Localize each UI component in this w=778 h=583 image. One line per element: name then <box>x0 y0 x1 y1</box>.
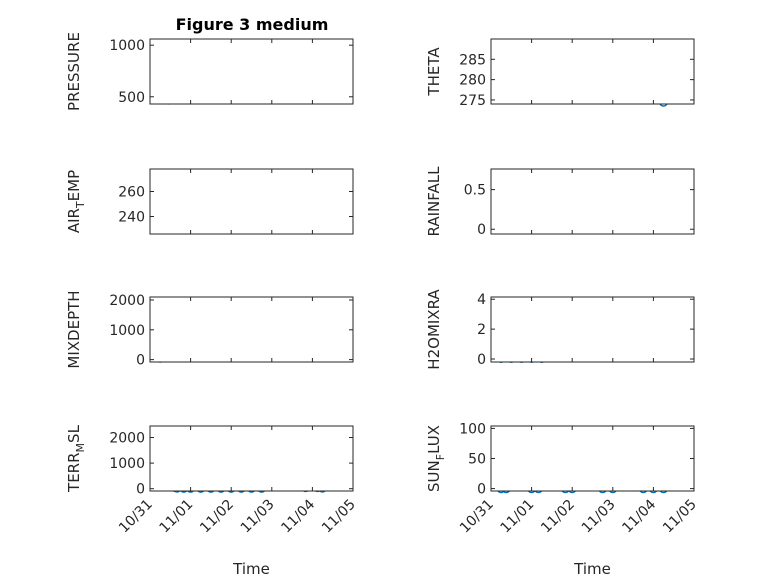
y-axis-label: MIXDEPTH <box>65 290 83 368</box>
axes-box <box>490 168 695 235</box>
y-axis-label: RAINFALL <box>425 166 443 237</box>
y-tick-label: 0 <box>477 222 486 238</box>
y-tick-label: 0 <box>477 352 486 368</box>
y-axis-label: THETA <box>425 47 443 97</box>
axes-box <box>490 38 695 105</box>
figure-title: Figure 3 medium <box>176 15 329 34</box>
y-tick-label: 0.5 <box>464 183 486 199</box>
axes-box <box>149 425 354 492</box>
y-tick-label: 1000 <box>109 323 145 339</box>
y-axis-label: AIRTEMP <box>65 170 87 233</box>
y-tick-label: 2000 <box>109 293 145 309</box>
subplot-mixdepth: 0 1000 2000 MIXDEPTH <box>65 290 354 369</box>
y-tick-label: 0 <box>477 482 486 498</box>
y-tick-label: 500 <box>118 90 145 106</box>
axes-box <box>149 296 354 363</box>
y-axis-label-main: RAINFALL <box>425 166 443 237</box>
y-tick-label: 285 <box>459 52 486 68</box>
y-tick-label: 0 <box>136 482 145 498</box>
y-axis-label: PRESSURE <box>65 32 83 111</box>
y-axis-label-tail: LUX <box>425 425 443 454</box>
y-tick-label: 50 <box>468 452 486 468</box>
y-axis-label-subscript: T <box>74 201 87 209</box>
y-tick-label: 100 <box>459 421 486 437</box>
y-axis-label-main: MIXDEPTH <box>65 290 83 368</box>
subplot-h2omixra: 0 2 4 H2OMIXRA <box>425 289 695 370</box>
subplot-theta: 275 280 285 THETA <box>425 38 695 109</box>
y-tick-label: 2 <box>477 322 486 338</box>
y-axis-label-main: THETA <box>425 47 443 97</box>
axes-box <box>149 38 354 105</box>
y-tick-label: 0 <box>136 353 145 369</box>
subplot-pressure: 500 1000 PRESSURE <box>65 32 354 111</box>
y-tick-label: 280 <box>459 73 486 89</box>
y-tick-label: 1000 <box>109 38 145 54</box>
y-axis-label-subscript: F <box>434 454 447 460</box>
y-axis-label-tail: EMP <box>65 170 83 201</box>
y-axis-label-main: H2OMIXRA <box>425 289 443 370</box>
axes-box <box>149 168 354 235</box>
y-axis-label: H2OMIXRA <box>425 289 443 370</box>
axes-box <box>490 296 695 363</box>
y-tick-label: 1000 <box>109 456 145 472</box>
y-axis-label-main: SUN <box>425 460 443 492</box>
y-axis-label-tail: SL <box>65 424 83 443</box>
subplot-air: 240 260 AIRTEMP <box>65 168 354 235</box>
x-axis-label: Time <box>573 560 611 578</box>
y-axis-label-main: TERR <box>65 452 83 493</box>
y-axis-label: TERRMSL <box>65 424 87 493</box>
y-axis-label-subscript: M <box>74 443 87 453</box>
axes-box <box>490 425 695 492</box>
y-tick-label: 240 <box>118 210 145 226</box>
y-axis-label: SUNFLUX <box>425 425 447 492</box>
y-tick-label: 2000 <box>109 431 145 447</box>
y-tick-label: 275 <box>459 93 486 109</box>
y-tick-label: 260 <box>118 185 145 201</box>
subplot-rainfall: 0 0.5 RAINFALL <box>425 166 695 238</box>
y-axis-label-main: AIR <box>65 208 83 233</box>
y-tick-label: 4 <box>477 292 486 308</box>
x-axis-label: Time <box>232 560 270 578</box>
y-axis-label-main: PRESSURE <box>65 32 83 111</box>
